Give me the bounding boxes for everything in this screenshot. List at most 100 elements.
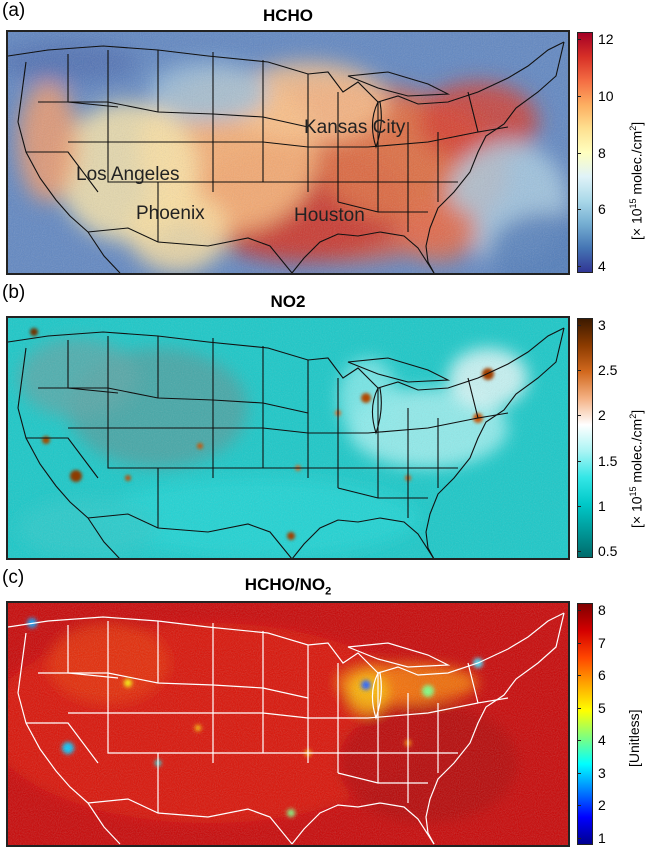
colorbar-tick-mark (577, 805, 581, 807)
colorbar-tick: 1 (598, 497, 606, 514)
colorbar-tick-mark (577, 95, 581, 97)
colorbar-tick-mark (577, 740, 581, 742)
state-boundary (107, 713, 159, 813)
country-border (17, 61, 89, 233)
colorbar-tick: 4 (598, 258, 606, 274)
colorbar-tick: 12 (598, 31, 614, 47)
hotspot (482, 368, 494, 380)
country-border (87, 798, 293, 845)
colorbar-tick: 6 (598, 667, 606, 684)
city-label-houston: Houston (294, 205, 365, 226)
state-boundary (38, 387, 309, 414)
colorbar-tick: 8 (598, 144, 606, 161)
state-boundary (467, 377, 509, 419)
colorbar-tick-mark (577, 838, 581, 839)
colorbar-tick-mark (577, 209, 581, 211)
colorbar-tick-mark (577, 772, 581, 774)
colorbar-tick: 2 (598, 407, 606, 424)
hotspot (197, 443, 203, 449)
hcho-map: Kansas City Los Angeles Phoenix Houston (6, 30, 570, 275)
lake-michigan (371, 387, 382, 435)
panel-no2: (b) NO2 3 2.5 2 1.5 1 0.5 [× 1015 molec./cm2] (0, 282, 654, 567)
colorbar-tick-mark (577, 266, 581, 267)
state-boundary (26, 151, 99, 193)
panel-ratio: (c) HCHO/NO2 8 7 6 5 4 3 2 1 [Unitless] (0, 567, 654, 850)
country-border (87, 513, 292, 558)
state-boundary (68, 417, 479, 434)
country-border (291, 231, 435, 273)
state-boundary (26, 722, 99, 764)
colorbar-tick: 8 (598, 602, 606, 618)
city-labels: Kansas City Los Angeles Phoenix Houston (76, 117, 406, 226)
country-border (425, 41, 565, 273)
colorbar-tick-mark (577, 415, 581, 417)
colorbar-tick: 4 (598, 732, 606, 749)
country-border (17, 347, 89, 519)
no2-colorbar-label: [× 1015 molec./cm2] (628, 409, 645, 528)
country-border (87, 517, 120, 558)
colorbar-tick: 0.5 (598, 543, 618, 559)
state-boundary (107, 142, 159, 242)
colorbar-tick-mark (577, 152, 581, 154)
state-boundary (38, 672, 309, 699)
state-boundary (107, 428, 159, 528)
country-border (87, 802, 121, 845)
colorbar-tick: 1.5 (598, 452, 618, 469)
colorbar-tick: 3 (598, 317, 606, 333)
colorbar-tick: 6 (598, 201, 606, 218)
city-label-kansas-city: Kansas City (304, 117, 406, 138)
colorbar-tick: 2.5 (598, 362, 618, 379)
state-boundary (337, 201, 428, 213)
country-border (17, 632, 89, 804)
colorbar-tick-mark (577, 39, 581, 40)
lake-michigan (371, 101, 382, 149)
state-boundary (467, 91, 509, 133)
ratio-map (6, 601, 570, 847)
colorbar-tick-mark (577, 505, 581, 507)
country-border (87, 227, 293, 273)
panel-label: (a) (2, 0, 26, 21)
hotspot (30, 328, 38, 336)
colorbar-tick-mark (577, 610, 581, 611)
panel-label: (c) (2, 567, 25, 588)
country-border (425, 327, 565, 558)
hotspot (70, 470, 82, 482)
country-border (87, 231, 121, 273)
lake-superior (347, 642, 451, 668)
colorbar-tick-mark (577, 551, 581, 552)
lake-superior (347, 71, 451, 97)
lake-superior (347, 357, 451, 383)
state-boundary (337, 772, 428, 784)
state-boundary (38, 101, 309, 128)
hotspot (361, 393, 371, 403)
colorbar-tick-mark (577, 325, 581, 326)
state-boundary (68, 702, 479, 719)
lake-michigan (371, 672, 382, 720)
colorbar-tick: 1 (598, 830, 606, 846)
panel-hcho: (a) HCHO Kansas City Los Angeles Phoenix… (0, 0, 654, 283)
colorbar-tick-mark (577, 642, 581, 644)
state-boundary (337, 487, 428, 499)
colorbar-tick: 3 (598, 764, 606, 781)
country-border (292, 517, 435, 558)
colorbar-tick: 7 (598, 634, 606, 651)
hotspot (125, 475, 131, 481)
colorbar-tick-mark (577, 707, 581, 709)
state-boundary (467, 662, 509, 704)
city-label-phoenix: Phoenix (136, 203, 205, 224)
country-border (425, 612, 565, 845)
colorbar-tick: 2 (598, 797, 606, 814)
panel-title: HCHO/NO2 (244, 575, 332, 598)
state-boundary (26, 437, 99, 479)
colorbar-tick: 5 (598, 699, 606, 716)
no2-map (6, 316, 570, 560)
panel-title: HCHO (262, 6, 314, 25)
hcho-colorbar-label: [× 1015 molec./cm2] (628, 121, 645, 240)
colorbar-tick-mark (577, 370, 581, 372)
ratio-colorbar (577, 603, 593, 845)
city-label-los-angeles: Los Angeles (76, 164, 180, 185)
panel-label: (b) (2, 282, 26, 303)
state-boundary (68, 131, 479, 148)
colorbar-tick-mark (577, 460, 581, 462)
colorbar-tick: 10 (598, 87, 614, 104)
